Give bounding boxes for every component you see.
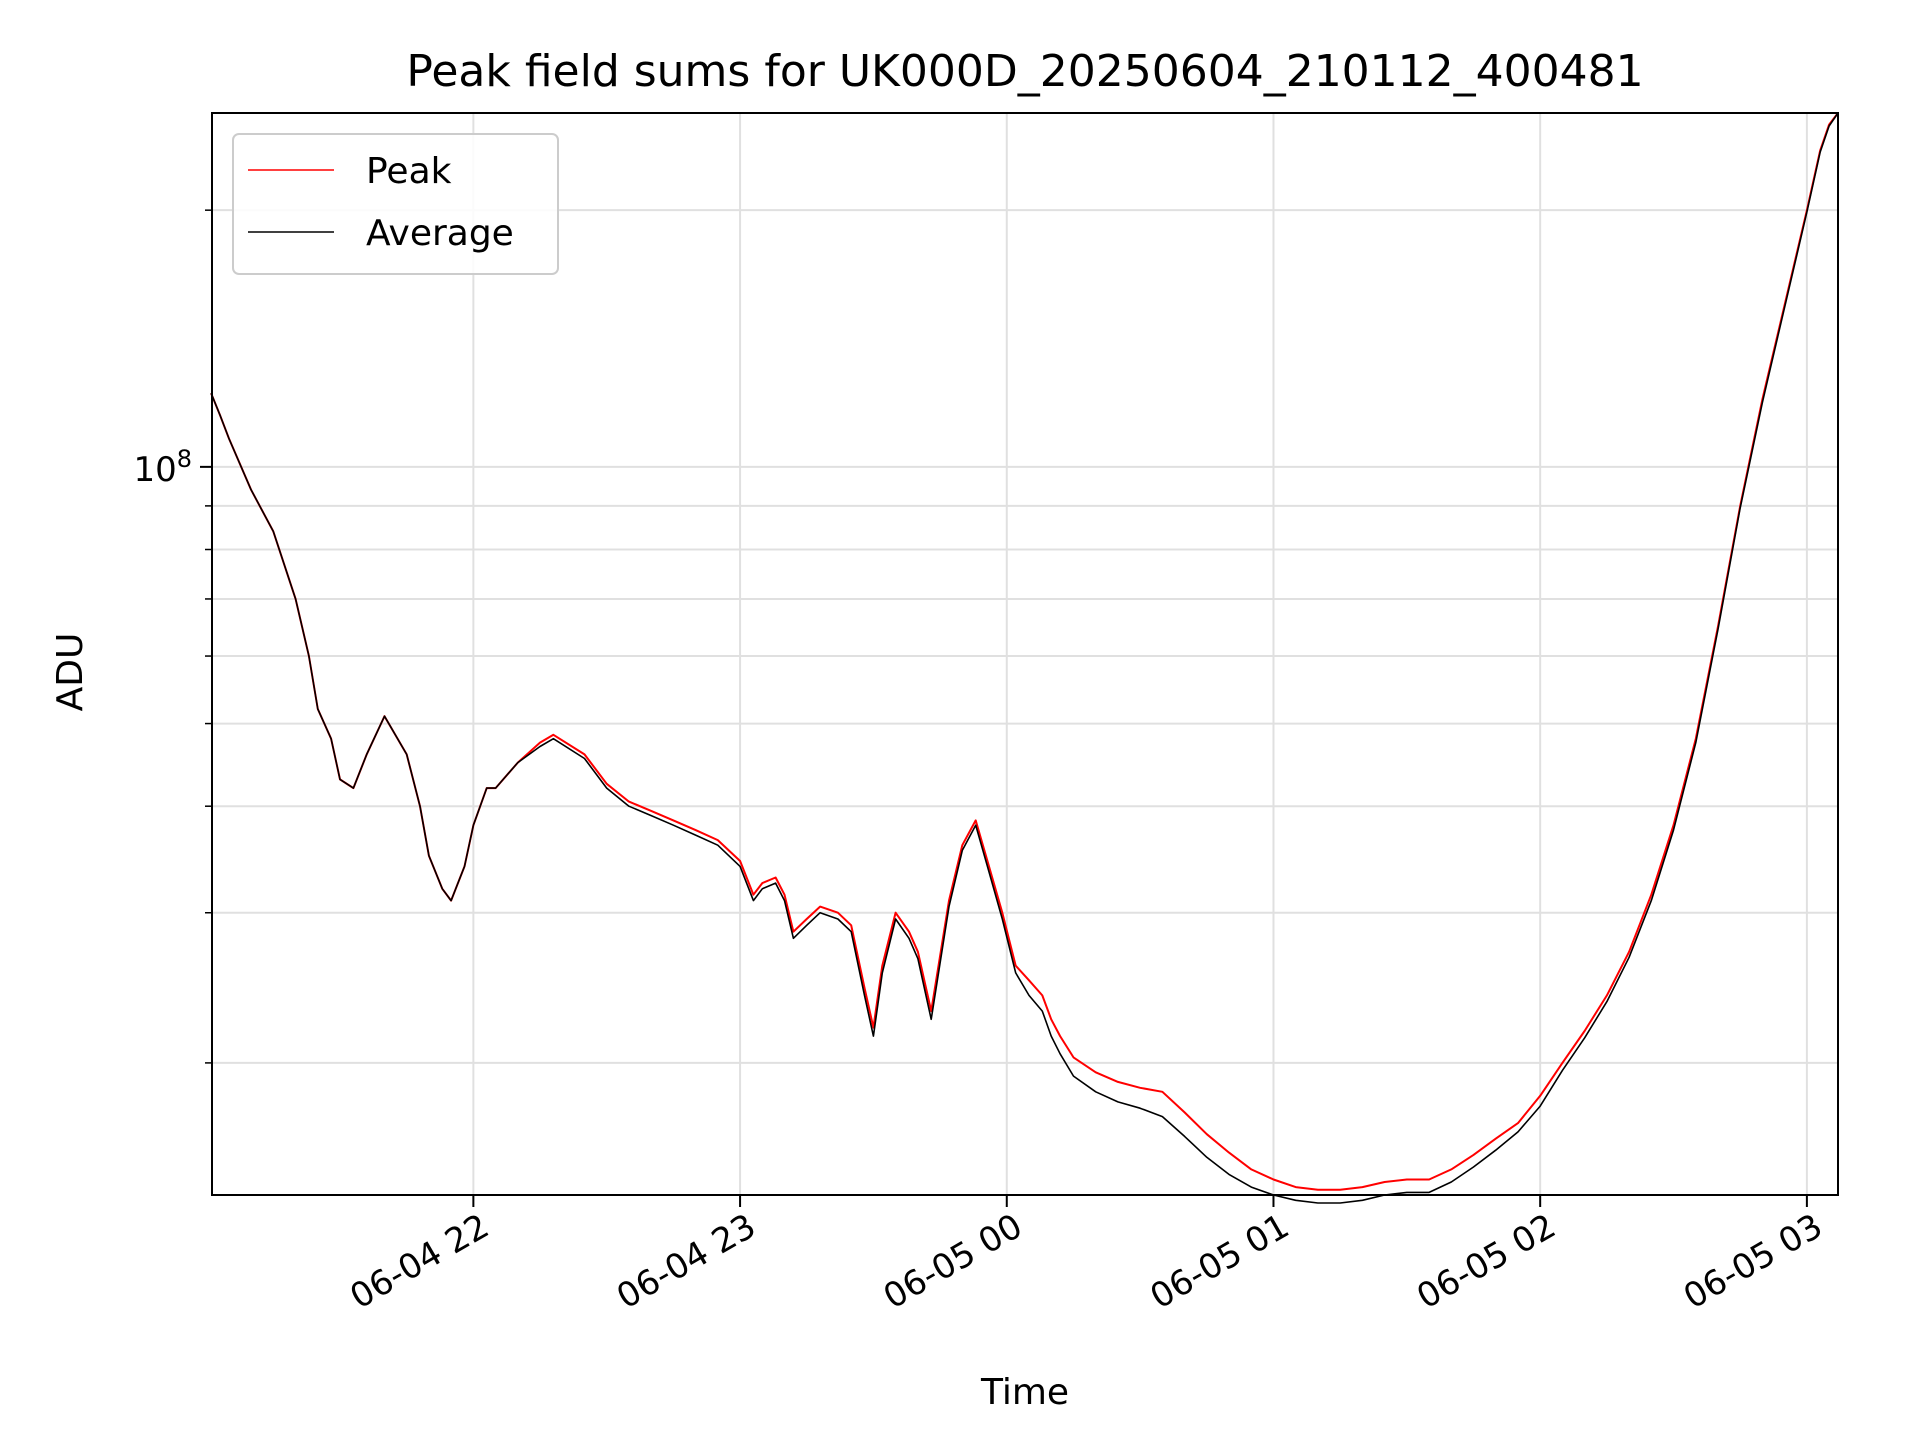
- plot-frame: [211, 112, 1839, 1196]
- y-axis-label: ADU: [50, 633, 91, 712]
- series-layer: [210, 112, 1839, 1204]
- legend-box: [232, 133, 559, 275]
- x-axis-label: Time: [980, 1372, 1069, 1413]
- chart-title: Peak field sums for UK000D_20250604_2101…: [406, 46, 1643, 97]
- y-tick-label: 108: [133, 445, 192, 490]
- legend: Peak Average: [232, 133, 559, 275]
- series-line-average: [210, 112, 1839, 1204]
- grid: [212, 113, 1838, 1195]
- legend-label-peak: Peak: [366, 151, 452, 192]
- legend-label-average: Average: [366, 213, 514, 254]
